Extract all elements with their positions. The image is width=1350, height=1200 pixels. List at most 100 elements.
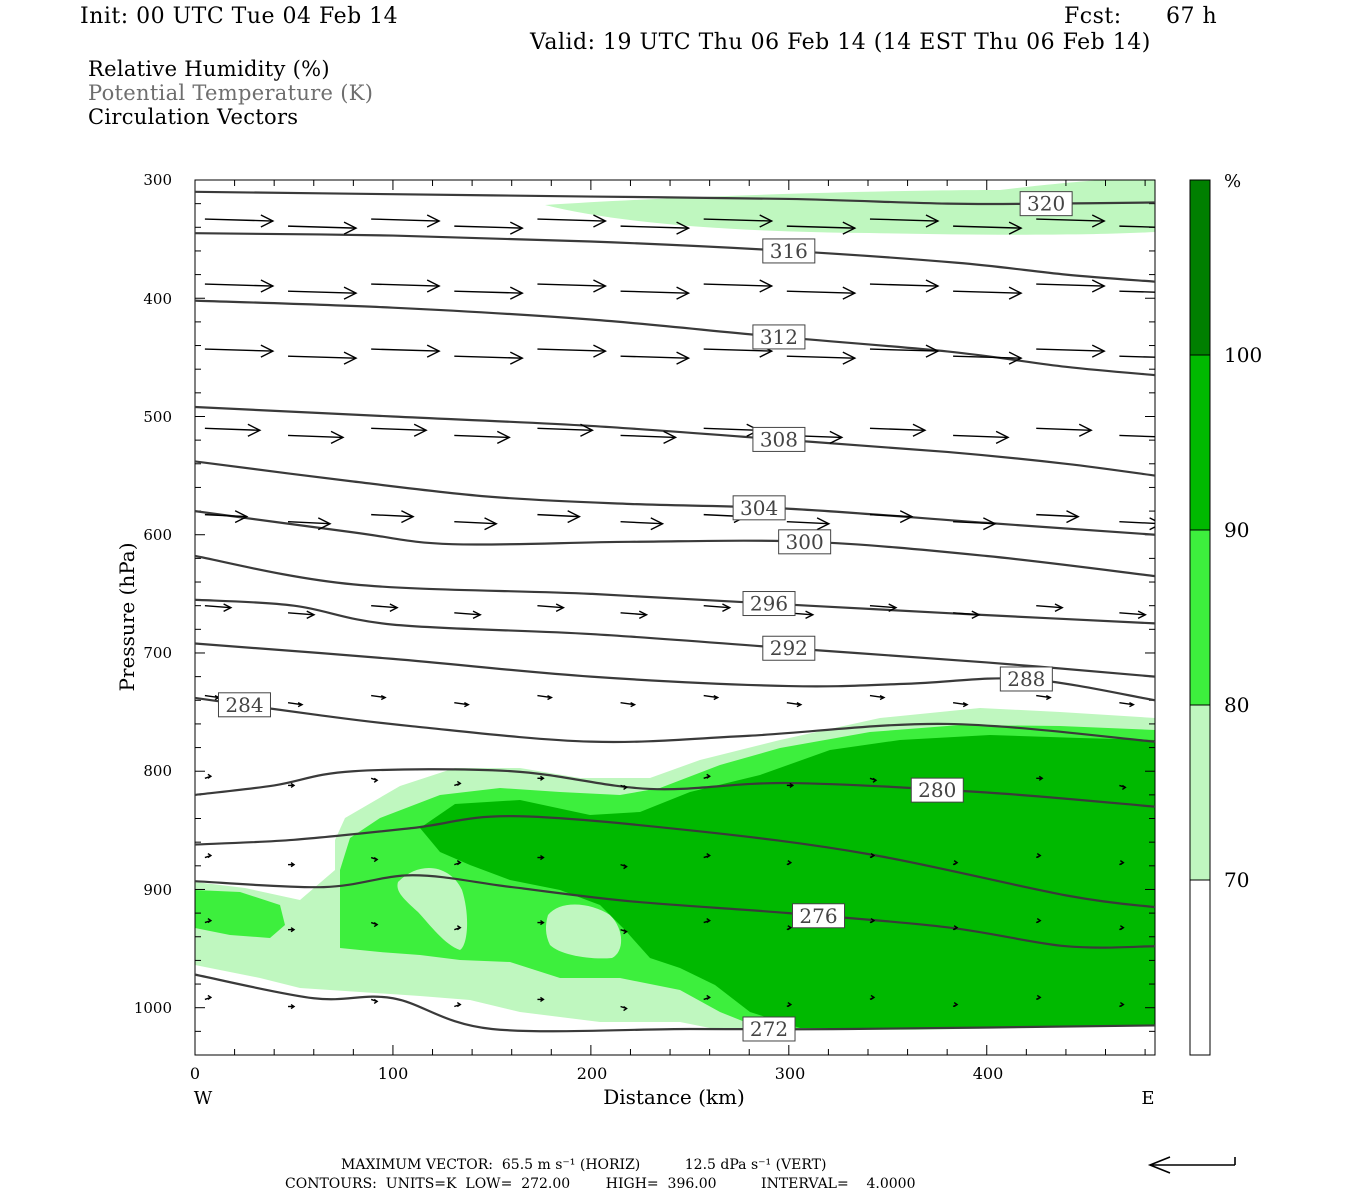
- colorbar-level-label: 100: [1224, 343, 1262, 367]
- circulation-vector-head: [953, 1001, 959, 1008]
- contour-label-box: [742, 1016, 796, 1042]
- contour-label-box: [999, 666, 1053, 692]
- circulation-vector: [953, 612, 980, 616]
- circulation-vector-head: [456, 860, 462, 866]
- colorbar-segment: [1190, 355, 1210, 530]
- contour-label-text: 292: [770, 636, 808, 660]
- circulation-vector: [620, 225, 689, 229]
- circulation-vector: [454, 612, 481, 616]
- circulation-vector: [1119, 612, 1146, 616]
- circulation-vector-head: [464, 702, 470, 708]
- contour-label: 300: [778, 529, 832, 555]
- circulation-vector: [1036, 694, 1051, 699]
- circulation-vector-head: [593, 214, 607, 228]
- circulation-vector-head: [829, 430, 844, 445]
- circulation-vector: [371, 283, 440, 287]
- circulation-vector-head: [426, 279, 441, 293]
- contour-label: 284: [217, 692, 271, 718]
- circulation-vector-head: [1119, 925, 1125, 931]
- circulation-vector-head: [343, 221, 358, 235]
- circulation-vector-head: [962, 702, 969, 708]
- circulation-vector: [953, 701, 968, 706]
- contour-label-text: 280: [918, 778, 956, 802]
- circulation-vector-head: [1008, 351, 1023, 365]
- contour-label-text: 320: [1027, 192, 1065, 216]
- circulation-vector-head: [983, 517, 997, 531]
- circulation-vector: [371, 513, 414, 518]
- circulation-vector: [1036, 427, 1092, 432]
- circulation-vector: [953, 225, 1022, 229]
- rh-70-region: [545, 180, 1155, 235]
- y-tick-label: 400: [143, 290, 172, 308]
- circulation-vector-head: [593, 344, 607, 358]
- circulation-vector-head: [1119, 1001, 1125, 1008]
- contour-label-text: 300: [786, 530, 824, 554]
- circulation-vector: [786, 355, 855, 359]
- circulation-vector: [786, 521, 829, 525]
- colorbar-segment: [1190, 530, 1210, 705]
- contour-label: 312: [752, 324, 806, 350]
- circulation-vector-head: [676, 286, 691, 300]
- contour-label: 280: [910, 777, 964, 803]
- circulation-vector-head: [426, 214, 441, 228]
- circulation-vector-head: [787, 860, 793, 866]
- circulation-vector-head: [912, 423, 927, 437]
- circulation-vector-head: [789, 782, 795, 788]
- x-tick-labels: 0 100 200 300 400: [190, 1064, 1003, 1083]
- circulation-vector: [454, 290, 523, 294]
- theta-contour-line: [195, 696, 1155, 744]
- circulation-vector-head: [870, 852, 876, 859]
- circulation-vector: [371, 218, 440, 222]
- circulation-vector-head: [509, 351, 524, 365]
- circulation-vector-head: [260, 344, 275, 358]
- circulation-vector-head: [1091, 344, 1106, 358]
- contour-label-text: 276: [799, 904, 837, 928]
- circulation-vector-head: [456, 925, 462, 931]
- colorbar-level-label: 80: [1224, 693, 1249, 717]
- circulation-vector: [703, 427, 759, 432]
- circulation-vector: [1036, 348, 1105, 352]
- circulation-vector-head: [380, 694, 387, 701]
- contour-label: 292: [762, 635, 816, 661]
- circulation-vector-head: [593, 279, 607, 293]
- forecast-hour: 67 h: [1166, 4, 1218, 29]
- circulation-vector-head: [787, 1001, 793, 1008]
- circulation-vector: [1036, 513, 1079, 518]
- circulation-vector-head: [842, 286, 857, 300]
- circulation-vector-head: [297, 702, 304, 708]
- circulation-vector-head: [1175, 352, 1187, 364]
- circulation-vector-head: [456, 780, 462, 786]
- circulation-vector-head: [306, 610, 316, 620]
- theta-contour-line: [195, 299, 1155, 377]
- circulation-vector-head: [260, 279, 275, 293]
- circulation-vector-head: [496, 430, 511, 445]
- circulation-vector-head: [953, 860, 959, 866]
- circulation-vector: [869, 694, 885, 699]
- circulation-vector: [204, 694, 219, 699]
- circulation-vector-head: [623, 784, 628, 790]
- forecast-label: Fcst:: [1064, 4, 1122, 29]
- circulation-vector-head: [580, 423, 594, 437]
- theta-contour-line: [195, 509, 1155, 578]
- circulation-vector-head: [484, 517, 498, 531]
- circulation-vector-head: [759, 279, 774, 293]
- theta-contour-line: [195, 232, 1155, 283]
- circulation-vector-head: [706, 917, 711, 924]
- contour-label: 272: [742, 1016, 796, 1042]
- circulation-vector-head: [290, 782, 296, 788]
- colorbar: % 100 90 80 70: [1189, 171, 1262, 1056]
- contour-labels: 320 316 312 308 304 300 296 292 288 284 280 276 272: [217, 191, 1073, 1042]
- x-tick-label: 300: [775, 1064, 806, 1083]
- colorbar-segment: [1190, 705, 1210, 880]
- circulation-vector-head: [925, 279, 940, 293]
- circulation-vector-head: [1078, 423, 1093, 437]
- contour-label-box: [778, 529, 832, 555]
- circulation-vector-head: [623, 929, 628, 935]
- theta-contour-line: [195, 554, 1155, 625]
- circulation-vector-head: [1137, 610, 1147, 620]
- contour-label: 316: [762, 238, 816, 264]
- reference-vector: [1147, 1156, 1236, 1174]
- circulation-vector-head: [540, 919, 545, 926]
- circulation-vector: [953, 434, 1009, 439]
- circulation-vector-head: [260, 214, 275, 228]
